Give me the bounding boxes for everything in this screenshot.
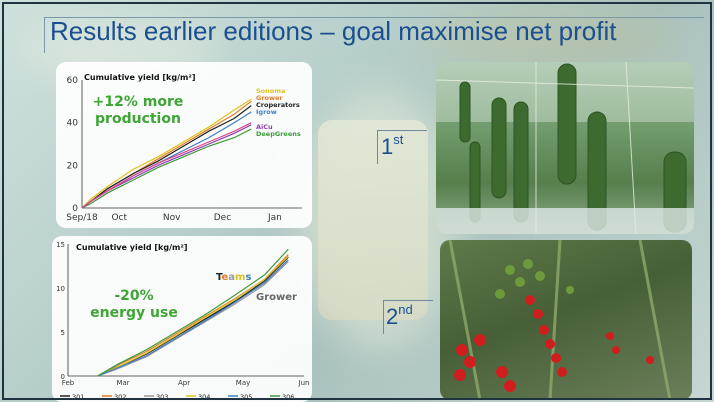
series-line: [81, 128, 252, 209]
teams-letter: a: [228, 272, 235, 283]
teams-letter: T: [216, 272, 223, 283]
background-robot-shape: [318, 120, 428, 320]
annotation-text: production: [95, 111, 181, 127]
rank-first: 1st: [381, 132, 404, 159]
x-tick-label: Feb: [62, 379, 75, 387]
series-line: [97, 261, 289, 377]
annotation-text: +12% more: [93, 94, 184, 110]
chart-title: Cumulative yield [kg/m²]: [76, 243, 188, 252]
legend-entry: DeepGreens: [256, 130, 301, 138]
legend-entry: 305: [240, 393, 252, 401]
legend-entry: 306: [282, 393, 294, 401]
x-tick-label: Apr: [178, 379, 190, 387]
series-line: [97, 259, 289, 377]
x-tick-label: Jun: [298, 379, 310, 387]
chart-panel-production: 0 20 40 60 Sep/18 Oct Nov Dec Jan Cumulative yiel…: [56, 62, 312, 228]
cherry-tomato-greenhouse-photo-icon: [448, 240, 672, 400]
x-tick-label: Oct: [111, 213, 127, 223]
series-line: [81, 124, 252, 209]
legend-entry: 303: [156, 393, 168, 401]
y-tick-label: 20: [67, 161, 79, 171]
x-tick-label: Mar: [116, 379, 129, 387]
tomato-photo: [440, 240, 692, 400]
x-tick-label: Sep/18: [66, 213, 98, 223]
series-line: [81, 105, 252, 209]
teams-letter: s: [245, 272, 251, 283]
cucumber-greenhouse-photo-icon: [436, 62, 694, 234]
teams-letter: e: [222, 272, 229, 283]
legend-entry: AiCu: [256, 123, 273, 131]
x-tick-label: Dec: [214, 213, 231, 223]
slide-title: Results earlier editions – goal maximise…: [50, 16, 617, 46]
legend-entry: Igrow: [256, 108, 277, 116]
y-tick-label: 40: [67, 119, 79, 129]
annotation-text: -20%: [114, 288, 153, 304]
chart-panel-energy: 0 5 10 15 Feb Mar Apr May Jun Cumulative yield [k…: [52, 236, 312, 402]
annotation-text: energy use: [90, 305, 178, 321]
y-tick-label: 10: [56, 285, 65, 293]
series-line: [97, 248, 289, 377]
series-line: [97, 255, 289, 377]
x-tick-label: May: [236, 379, 250, 387]
y-tick-label: 0: [72, 204, 78, 214]
legend-entry: Grower: [256, 94, 283, 102]
y-tick-label: 5: [61, 329, 65, 337]
rank-frame: [377, 130, 427, 164]
legend-entry: 304: [198, 393, 210, 401]
legend-entry: Sonoma: [256, 87, 285, 95]
grower-label: Grower: [256, 292, 297, 303]
chart-title: Cumulative yield [kg/m²]: [84, 73, 196, 82]
cucumber-photo: [436, 62, 694, 234]
legend-entry: 301: [72, 393, 84, 401]
background-glow: [420, 10, 680, 70]
teams-label: Teams: [216, 272, 251, 283]
y-tick-label: 60: [67, 76, 79, 86]
y-tick-label: 0: [61, 373, 65, 381]
production-chart: 0 20 40 60 Sep/18 Oct Nov Dec Jan Cumulative yiel…: [66, 73, 302, 223]
series-line: [81, 98, 252, 209]
series-line: [81, 122, 252, 209]
x-tick-label: Jan: [267, 213, 282, 223]
legend-entry: 302: [114, 393, 126, 401]
y-tick-label: 15: [56, 241, 65, 249]
rank-frame: [383, 300, 433, 334]
x-tick-label: Nov: [163, 213, 181, 223]
legend-entry: Croperators: [256, 101, 300, 109]
teams-letter: m: [235, 272, 245, 283]
rank-second: 2nd: [386, 302, 413, 329]
energy-chart: 0 5 10 15 Feb Mar Apr May Jun Cumulative yield [k…: [56, 241, 310, 401]
title-frame: [44, 17, 704, 53]
